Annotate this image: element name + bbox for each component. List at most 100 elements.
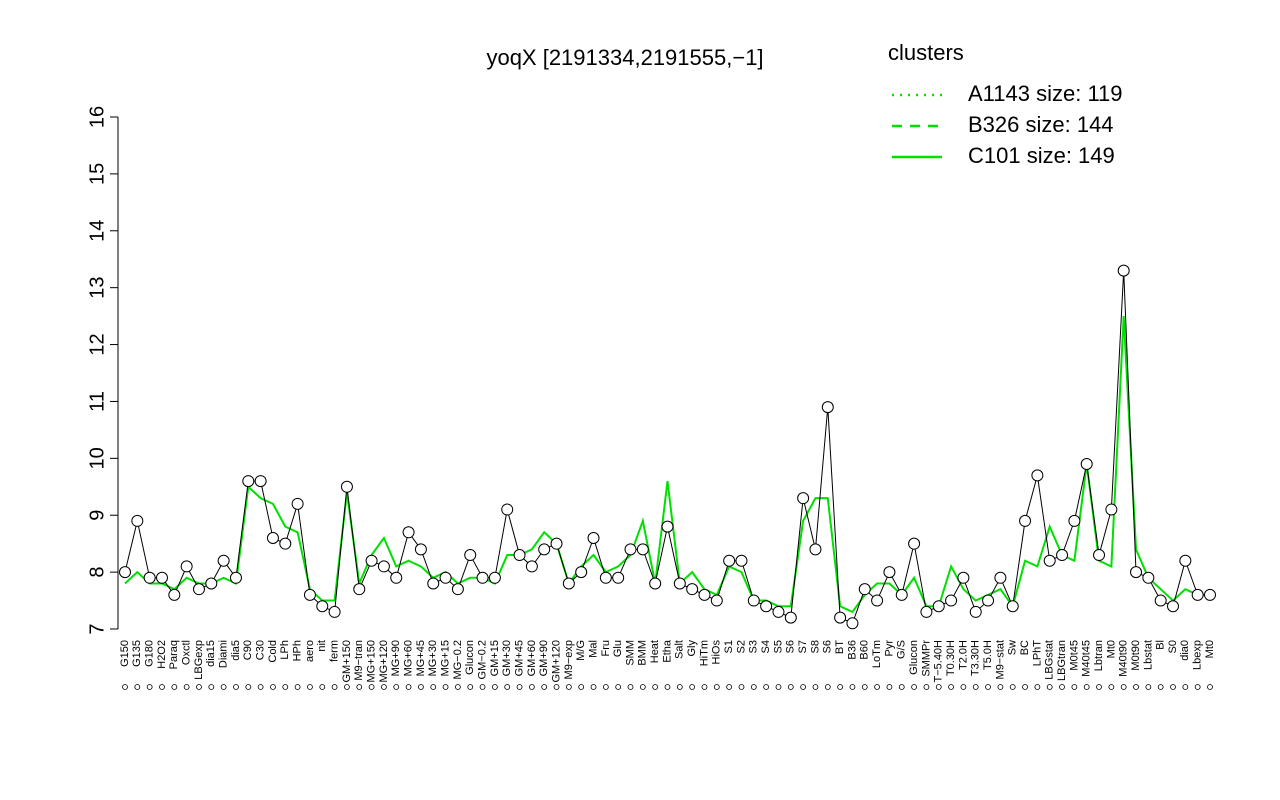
category-dot [911, 684, 917, 690]
x-tick-label: MG+15 [439, 640, 451, 676]
category-dot [615, 684, 622, 690]
point [1031, 469, 1044, 482]
point [982, 594, 995, 607]
x-tick-label: Pyr [883, 640, 895, 657]
x-tick-label: S6 [822, 640, 834, 653]
point [661, 520, 674, 533]
point [1105, 503, 1118, 516]
category-dot [516, 684, 523, 690]
point [858, 583, 871, 596]
x-tick-label: BMM [637, 640, 649, 666]
y-tick-label: 10 [86, 447, 108, 469]
category-dot [1194, 684, 1201, 690]
category-dot [1096, 684, 1102, 690]
point [562, 577, 575, 590]
x-tick-label: Heat [649, 640, 661, 663]
point [316, 600, 329, 613]
point [1093, 549, 1106, 562]
point [871, 594, 884, 607]
point [242, 475, 255, 488]
point [550, 537, 563, 550]
category-dot [972, 684, 979, 690]
x-tick-label: GM+60 [526, 640, 538, 676]
category-dot [886, 684, 893, 690]
category-dot [405, 684, 412, 690]
category-dot [775, 684, 782, 690]
x-tick-label: MG+120 [378, 640, 390, 683]
category-dot [442, 684, 449, 690]
x-tick-label: Mt0 [1204, 640, 1216, 658]
x-tick-label: LBGexp [193, 640, 205, 680]
category-dot [257, 684, 264, 690]
category-dot [1145, 684, 1152, 690]
x-tick-label: GM−0.2 [476, 640, 488, 679]
point [303, 588, 316, 601]
point [895, 588, 908, 601]
x-tick-label: GM+15 [489, 640, 501, 676]
category-dot [1022, 684, 1028, 690]
category-dot [245, 684, 252, 690]
point [686, 583, 699, 596]
category-dot [1133, 684, 1139, 690]
category-dot [1083, 684, 1090, 690]
point [1006, 600, 1019, 613]
category-dot [418, 684, 424, 690]
x-tick-label: Mt0 [1105, 640, 1117, 658]
point [994, 571, 1007, 584]
x-tick-label: aero [304, 640, 316, 662]
y-tick-label: 16 [86, 106, 108, 128]
point [1179, 554, 1192, 567]
category-dot [750, 684, 757, 690]
y-tick-label: 12 [86, 333, 108, 355]
category-dot [701, 684, 708, 690]
point [1068, 514, 1081, 527]
category-dot [1207, 684, 1213, 690]
point [279, 537, 292, 550]
point [575, 566, 588, 579]
x-tick-label: SMM [624, 640, 636, 666]
category-dot [454, 684, 461, 690]
category-dot [122, 684, 128, 690]
point [587, 531, 600, 544]
category-dot [639, 684, 646, 690]
point [624, 543, 637, 556]
category-dot [948, 684, 954, 690]
x-tick-label: LPhT [1031, 640, 1043, 667]
point [254, 475, 267, 488]
point [1117, 264, 1130, 277]
x-tick-label: Gly [686, 640, 698, 657]
category-dot [565, 684, 572, 690]
category-dot [270, 684, 276, 690]
x-tick-label: MG+30 [427, 640, 439, 676]
x-tick-label: M9−exp [563, 640, 575, 679]
category-dot [344, 684, 350, 690]
category-dot [479, 684, 486, 690]
x-tick-label: GM+45 [513, 640, 525, 676]
y-tick-label: 13 [86, 277, 108, 299]
point [1080, 458, 1093, 471]
category-dot [282, 684, 289, 690]
x-tick-label: MG+150 [365, 640, 377, 683]
x-tick-label: M0t45 [1068, 640, 1080, 671]
category-dot [356, 684, 363, 690]
x-tick-label: M9−stat [994, 640, 1006, 679]
x-tick-label: Oxctl [181, 640, 193, 665]
category-dot [368, 684, 375, 690]
legend-title: clusters [888, 40, 964, 65]
category-dot [602, 684, 609, 690]
x-tick-label: LBGtran [1056, 640, 1068, 681]
point [192, 583, 205, 596]
x-tick-label: S0 [1167, 640, 1179, 653]
point [698, 588, 711, 601]
category-dot [923, 684, 930, 690]
category-dot [689, 684, 696, 690]
category-dot [1170, 684, 1176, 690]
x-tick-label: MG+90 [390, 640, 402, 676]
x-tick-label: S2 [735, 640, 747, 653]
x-tick-label: M40t90 [1118, 640, 1130, 677]
x-tick-label: LoTm [871, 640, 883, 668]
category-dot [159, 684, 165, 690]
x-tick-label: S8 [809, 640, 821, 653]
x-tick-label: Mal [587, 640, 599, 658]
